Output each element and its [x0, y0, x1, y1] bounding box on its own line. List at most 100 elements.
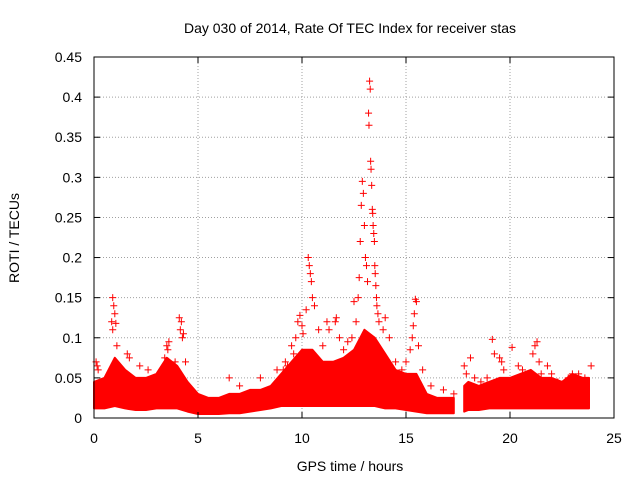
data-point [412, 298, 420, 306]
data-point [392, 358, 400, 366]
data-point [471, 374, 479, 382]
data-point [409, 322, 417, 330]
data-point [283, 362, 291, 370]
data-point [514, 362, 522, 370]
data-point [164, 346, 172, 354]
data-point [319, 342, 327, 350]
x-tick-label: 15 [398, 430, 414, 446]
data-point [381, 314, 389, 322]
data-point [575, 370, 583, 378]
data-point [500, 366, 508, 374]
data-point [323, 318, 331, 326]
data-point [439, 386, 447, 394]
data-point [373, 302, 381, 310]
y-tick-label: 0 [74, 410, 82, 426]
data-point [294, 318, 302, 326]
data-point [144, 366, 152, 374]
data-point [171, 358, 179, 366]
data-point [371, 262, 379, 270]
data-point [306, 270, 314, 278]
data-point [367, 157, 375, 165]
data-point [178, 334, 186, 342]
data-point [123, 350, 131, 358]
data-point [419, 366, 427, 374]
data-point [305, 262, 313, 270]
data-point [372, 282, 380, 290]
data-point [498, 358, 506, 366]
plot-frame [93, 56, 615, 419]
y-tick-label: 0.45 [55, 49, 82, 65]
data-point [273, 366, 281, 374]
data-point [290, 350, 298, 358]
data-points [92, 77, 595, 398]
y-tick-label: 0.35 [55, 129, 82, 145]
data-point [531, 342, 539, 350]
data-point [402, 358, 410, 366]
data-point [288, 342, 296, 350]
data-point [109, 294, 117, 302]
chart-title: Day 030 of 2014, Rate Of TEC Index for r… [184, 20, 516, 36]
data-point [375, 318, 383, 326]
data-point [359, 189, 367, 197]
data-point [331, 318, 339, 326]
data-point [366, 77, 374, 85]
x-tick-label: 0 [90, 430, 98, 446]
data-point [302, 306, 310, 314]
x-axis-label: GPS time / hours [297, 458, 404, 474]
data-point [176, 326, 184, 334]
data-point [368, 181, 376, 189]
data-point [332, 314, 340, 322]
data-point [94, 366, 102, 374]
x-tick-label: 25 [606, 430, 622, 446]
data-point [427, 382, 435, 390]
data-point [296, 311, 304, 319]
data-point [110, 302, 118, 310]
data-point [581, 374, 589, 382]
data-point [365, 121, 373, 129]
y-tick-label: 0.2 [63, 250, 83, 266]
data-point [369, 221, 377, 229]
data-point [356, 238, 364, 246]
x-tick-labels: 0 5 10 15 20 25 [90, 430, 622, 446]
data-point [370, 229, 378, 237]
data-point [304, 254, 312, 262]
data-point [543, 362, 551, 370]
data-point [136, 362, 144, 370]
data-point [374, 310, 382, 318]
data-point [344, 338, 352, 346]
data-point [279, 366, 287, 374]
data-point [537, 370, 545, 378]
data-point [408, 334, 416, 342]
data-point [367, 165, 375, 173]
data-point [325, 326, 333, 334]
data-point [364, 278, 372, 286]
data-point [335, 334, 343, 342]
data-point [568, 370, 576, 378]
data-point [281, 358, 289, 366]
data-point [554, 378, 562, 386]
data-point [462, 370, 470, 378]
data-density-band [93, 328, 590, 415]
data-point [450, 390, 458, 398]
data-point [410, 310, 418, 318]
data-point [111, 310, 119, 318]
data-point [340, 346, 348, 354]
data-point [406, 346, 414, 354]
data-point [236, 382, 244, 390]
data-point [518, 366, 526, 374]
data-point [315, 326, 323, 334]
data-point [358, 177, 366, 185]
data-point [385, 334, 393, 342]
data-point [113, 342, 121, 350]
data-point [308, 294, 316, 302]
data-point [357, 201, 365, 209]
data-point [398, 366, 406, 374]
data-point [460, 362, 468, 370]
data-point [93, 362, 101, 370]
data-point [354, 294, 362, 302]
data-point [163, 342, 171, 350]
data-point [175, 314, 183, 322]
data-point [414, 342, 422, 350]
dense-marker-region [463, 368, 590, 413]
